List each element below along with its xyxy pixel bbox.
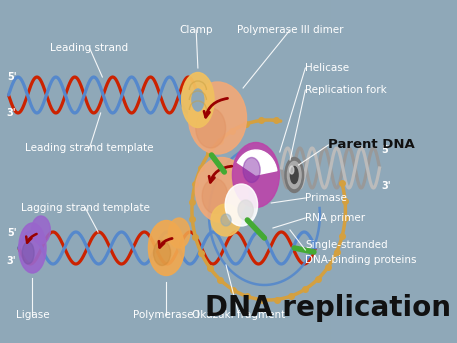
Bar: [195, 0, 214, 343]
Ellipse shape: [221, 214, 231, 226]
Bar: [273, 0, 292, 343]
Text: RNA primer: RNA primer: [305, 213, 366, 223]
Ellipse shape: [196, 108, 226, 148]
Text: Ligase: Ligase: [16, 310, 49, 320]
Ellipse shape: [32, 216, 50, 244]
Text: Primase: Primase: [305, 193, 347, 203]
Bar: [331, 0, 351, 343]
Text: Lagging strand template: Lagging strand template: [21, 203, 150, 213]
Text: Polymerase III dimer: Polymerase III dimer: [237, 25, 343, 35]
Ellipse shape: [22, 242, 34, 264]
Text: Replication fork: Replication fork: [305, 85, 387, 95]
Text: Leading strand: Leading strand: [50, 43, 128, 53]
Text: DNA-binding proteins: DNA-binding proteins: [305, 255, 417, 265]
Ellipse shape: [182, 72, 214, 128]
Wedge shape: [238, 150, 277, 175]
Bar: [370, 0, 390, 343]
Bar: [292, 0, 312, 343]
Bar: [175, 0, 195, 343]
Text: 5': 5': [7, 72, 16, 82]
Ellipse shape: [192, 89, 204, 111]
Bar: [156, 0, 175, 343]
Text: Single-stranded: Single-stranded: [305, 240, 388, 250]
Text: Clamp: Clamp: [180, 25, 213, 35]
Ellipse shape: [238, 200, 253, 220]
Bar: [137, 0, 156, 343]
Ellipse shape: [202, 178, 228, 213]
Ellipse shape: [225, 184, 258, 226]
Bar: [58, 0, 78, 343]
Ellipse shape: [169, 218, 190, 248]
Bar: [97, 0, 117, 343]
Text: Helicase: Helicase: [305, 63, 350, 73]
Text: 3': 3': [7, 256, 16, 266]
Ellipse shape: [149, 221, 184, 275]
Text: 3': 3': [381, 181, 391, 191]
Bar: [20, 0, 39, 343]
Ellipse shape: [211, 204, 241, 236]
Text: Polymerase I: Polymerase I: [133, 310, 200, 320]
Text: Leading strand template: Leading strand template: [25, 143, 154, 153]
Ellipse shape: [233, 142, 279, 208]
Bar: [117, 0, 137, 343]
Ellipse shape: [195, 157, 248, 223]
Bar: [351, 0, 370, 343]
Ellipse shape: [188, 82, 246, 154]
Text: 5': 5': [381, 145, 391, 155]
Bar: [78, 0, 97, 343]
Bar: [234, 0, 253, 343]
Bar: [39, 0, 58, 343]
Text: Parent DNA: Parent DNA: [329, 139, 415, 152]
Ellipse shape: [243, 157, 260, 182]
Bar: [0, 0, 20, 343]
Text: 5': 5': [7, 228, 16, 238]
Ellipse shape: [287, 162, 301, 189]
Text: DNA replication: DNA replication: [205, 294, 452, 322]
Bar: [253, 0, 273, 343]
Ellipse shape: [290, 166, 294, 174]
Bar: [214, 0, 234, 343]
Ellipse shape: [291, 166, 298, 184]
Ellipse shape: [285, 157, 303, 192]
Text: Okazaki fragment: Okazaki fragment: [192, 310, 286, 320]
Text: 3': 3': [7, 108, 16, 118]
Ellipse shape: [19, 223, 46, 273]
Bar: [312, 0, 331, 343]
Ellipse shape: [154, 240, 170, 265]
